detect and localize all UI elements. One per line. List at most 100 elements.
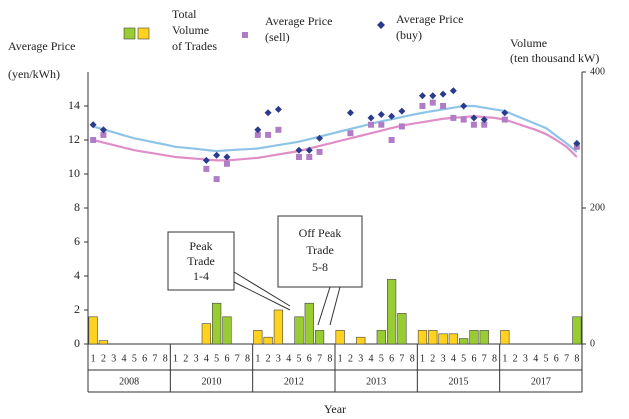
x-tick-label: 2: [101, 353, 106, 364]
x-tick-label: 2: [430, 353, 435, 364]
bar: [88, 316, 98, 345]
point: [368, 121, 375, 128]
x-tick-label: 7: [564, 353, 569, 364]
y-tick-label: 2: [74, 302, 80, 316]
trend-line: [92, 115, 578, 162]
point: [439, 90, 447, 98]
point: [398, 123, 405, 130]
x-tick-label: 8: [245, 353, 250, 364]
annotation-box: [167, 231, 235, 291]
point: [481, 121, 488, 128]
callout: [329, 286, 341, 326]
x-tick-label: 4: [286, 353, 291, 364]
legend-label: of Trades: [172, 39, 217, 53]
bar: [459, 338, 469, 345]
y-tick-label: 14: [68, 98, 80, 112]
x-tick-label: 4: [533, 353, 538, 364]
annotation: Off Peak Trade 5-8: [277, 215, 363, 326]
point: [377, 111, 385, 118]
y-axis-label: (yen/kWh): [8, 67, 60, 81]
y2-tick-label: 400: [590, 66, 605, 77]
point: [316, 148, 323, 155]
annotation-box: [277, 215, 363, 288]
x-tick-label: 6: [307, 353, 312, 364]
x-tick-label: 6: [554, 353, 559, 364]
annotation-text: 5-8: [312, 260, 328, 274]
x-tick-label: 8: [492, 353, 497, 364]
point: [419, 103, 426, 109]
x-tick-label: 1: [420, 353, 425, 364]
legend-label: Total: [172, 7, 197, 21]
x-tick-label: 7: [317, 353, 322, 364]
point: [254, 131, 261, 138]
point: [450, 114, 457, 121]
y-tick-label: 0: [74, 336, 80, 350]
point: [265, 131, 272, 138]
bar: [397, 313, 407, 345]
x-tick-label: 1: [91, 353, 96, 364]
bar: [253, 330, 263, 345]
bar: [304, 302, 314, 345]
x-tick-label: 4: [451, 353, 456, 364]
point: [254, 126, 262, 134]
x-tick-label: 1: [173, 353, 178, 364]
point: [388, 137, 395, 143]
point: [305, 146, 313, 154]
point: [316, 134, 324, 142]
x-tick-label: 1: [255, 353, 260, 364]
point: [470, 114, 478, 122]
legend-swatch: [137, 27, 150, 40]
point: [460, 116, 467, 123]
point: [388, 112, 396, 120]
x-tick-label: 3: [276, 353, 281, 364]
point: [346, 109, 354, 117]
x-tick-label: 3: [523, 353, 528, 364]
y-tick-label: 10: [68, 166, 80, 180]
bar: [572, 316, 582, 345]
group-label: 2015: [449, 376, 469, 387]
group-label: 2017: [531, 376, 551, 387]
point: [449, 87, 457, 95]
callout: [233, 271, 291, 307]
point: [99, 126, 107, 134]
point: [573, 139, 581, 147]
legend-label: (sell): [265, 30, 290, 44]
point: [202, 156, 210, 164]
point: [440, 103, 447, 109]
point: [275, 126, 282, 133]
y2-tick-label: 0: [590, 338, 595, 349]
group-label: 2010: [202, 376, 222, 387]
point: [460, 102, 468, 110]
point: [100, 131, 107, 138]
x-tick-label: 8: [410, 353, 415, 364]
y-tick-label: 8: [74, 200, 80, 214]
x-tick-label: 7: [482, 353, 487, 364]
x-tick-label: 6: [224, 353, 229, 364]
legend-label: Average Price: [265, 14, 332, 28]
x-tick-label: 3: [111, 353, 116, 364]
y-tick-label: 4: [74, 268, 80, 282]
x-tick-label: 7: [399, 353, 404, 364]
x-tick-label: 8: [574, 353, 579, 364]
x-tick-label: 2: [183, 353, 188, 364]
callout: [317, 286, 331, 326]
annotation-text: Trade: [306, 243, 334, 257]
legend-swatch: [242, 32, 248, 38]
bar: [438, 333, 448, 345]
x-tick-label: 4: [122, 353, 127, 364]
point: [223, 160, 230, 167]
x-tick-label: 6: [389, 353, 394, 364]
point: [274, 105, 282, 113]
annotation-text: Peak: [189, 239, 212, 253]
point: [429, 92, 437, 100]
x-tick-label: 2: [513, 353, 518, 364]
x-tick-label: 6: [471, 353, 476, 364]
bar: [273, 309, 284, 345]
point: [295, 146, 303, 154]
x-tick-label: 3: [441, 353, 446, 364]
y-tick-label: 12: [68, 132, 80, 146]
bar: [479, 330, 489, 345]
point: [398, 107, 406, 115]
point: [480, 116, 488, 124]
